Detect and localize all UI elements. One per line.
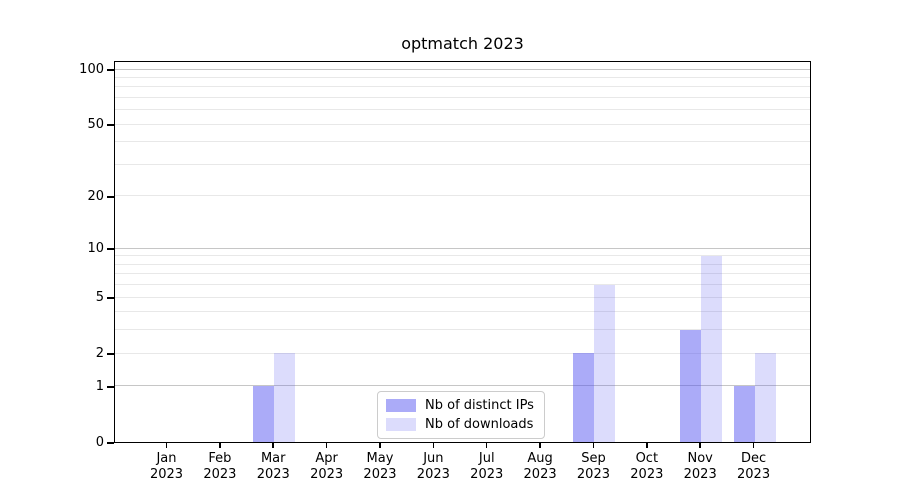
y-tick-label-5: 5	[95, 290, 104, 306]
y-tick-label-2: 2	[95, 346, 104, 362]
x-tick-label-aug: Aug 2023	[523, 451, 557, 482]
x-tick-mark-aug	[539, 443, 541, 448]
legend-swatch-downloads	[386, 418, 416, 431]
gridline-minor-3	[115, 329, 810, 331]
y-tick-label-10: 10	[87, 241, 104, 257]
x-tick-mark-jul	[485, 443, 488, 448]
bar-distinct-ips-nov	[680, 330, 702, 442]
y-tick-mark-1	[107, 386, 114, 388]
gridline-major-1	[115, 385, 810, 387]
gridline-minor-8	[115, 263, 810, 265]
gridline-minor-6	[115, 284, 810, 286]
x-tick-label-sep: Sep 2023	[576, 451, 610, 482]
gridline-minor-4	[115, 311, 810, 313]
chart-title: optmatch 2023	[401, 34, 524, 53]
x-tick-mark-mar	[272, 443, 274, 448]
x-tick-mark-jun	[432, 443, 435, 448]
gridline-minor-7	[115, 273, 810, 275]
y-tick-mark-50	[107, 124, 114, 126]
x-tick-mark-jan	[165, 443, 168, 448]
bar-distinct-ips-sep	[573, 353, 595, 442]
gridline-minor-70	[115, 97, 810, 98]
legend: Nb of distinct IPs Nb of downloads	[377, 391, 545, 439]
y-tick-label-100: 100	[79, 62, 104, 77]
y-tick-mark-5	[107, 297, 114, 299]
legend-label-downloads: Nb of downloads	[425, 417, 534, 432]
x-tick-label-nov: Nov 2023	[683, 451, 717, 482]
y-tick-label-1: 1	[95, 378, 104, 394]
y-tick-mark-2	[107, 353, 114, 355]
x-tick-label-jan: Jan 2023	[149, 451, 184, 482]
gridline-minor-30	[115, 163, 810, 165]
legend-item-downloads: Nb of downloads	[386, 417, 534, 432]
x-tick-label-mar: Mar 2023	[256, 451, 290, 482]
x-tick-mark-feb	[219, 443, 221, 448]
y-tick-label-20: 20	[87, 188, 104, 204]
x-tick-mark-may	[379, 443, 381, 448]
plot-area: Nb of distinct IPs Nb of downloads	[114, 61, 811, 443]
bar-downloads-dec	[754, 353, 776, 442]
x-tick-mark-sep	[592, 443, 595, 448]
bar-distinct-ips-mar	[253, 386, 275, 442]
legend-swatch-distinct-ips	[386, 399, 416, 412]
y-tick-mark-0	[107, 442, 114, 444]
gridline-major-10	[115, 247, 810, 249]
x-tick-mark-nov	[699, 443, 701, 448]
gridline-minor-80	[115, 86, 810, 88]
bar-downloads-nov	[701, 255, 723, 442]
x-tick-mark-apr	[325, 443, 328, 448]
gridline-minor-2	[115, 352, 810, 354]
x-tick-mark-dec	[752, 443, 755, 448]
x-tick-label-jun: Jun 2023	[416, 451, 450, 482]
gridline-minor-5	[115, 296, 810, 298]
x-tick-label-may: May 2023	[363, 451, 397, 482]
y-tick-mark-20	[107, 196, 114, 198]
gridline-minor-60	[115, 109, 810, 111]
x-tick-label-apr: Apr 2023	[310, 451, 344, 482]
gridline-minor-9	[115, 255, 810, 257]
y-tick-mark-100	[107, 69, 114, 71]
y-tick-label-50: 50	[87, 117, 104, 133]
bar-downloads-mar	[274, 353, 296, 442]
y-tick-label-0: 0	[95, 435, 104, 450]
x-tick-label-feb: Feb 2023	[203, 451, 237, 482]
x-tick-label-dec: Dec 2023	[737, 451, 771, 482]
gridline-minor-90	[115, 76, 810, 78]
legend-label-distinct-ips: Nb of distinct IPs	[425, 398, 534, 413]
bar-downloads-sep	[594, 284, 616, 442]
gridline-major-100	[115, 68, 810, 70]
gridline-minor-50	[115, 123, 810, 125]
gridline-minor-40	[115, 141, 810, 143]
gridline-minor-20	[115, 195, 810, 197]
x-tick-label-oct: Oct 2023	[630, 451, 664, 482]
bar-distinct-ips-dec	[733, 386, 755, 442]
x-tick-mark-oct	[646, 443, 648, 448]
y-tick-mark-10	[107, 248, 114, 250]
legend-item-distinct-ips: Nb of distinct IPs	[386, 398, 534, 413]
x-tick-label-jul: Jul 2023	[470, 451, 504, 482]
